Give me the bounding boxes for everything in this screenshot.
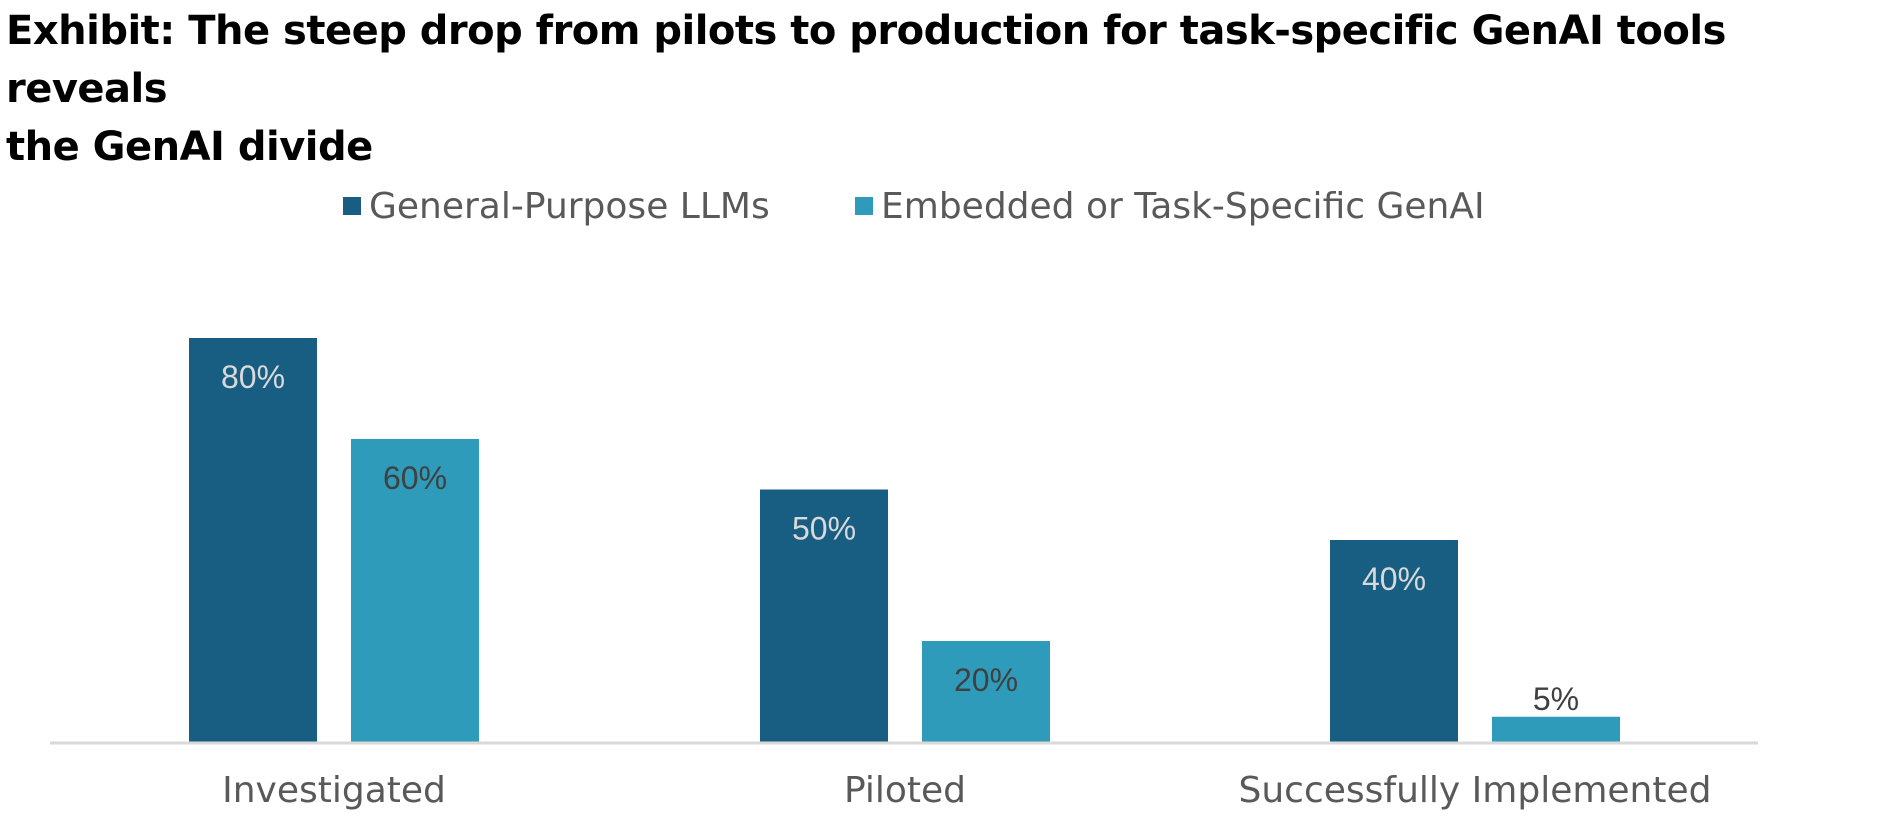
legend-item: Embedded or Task-Specific GenAI bbox=[855, 186, 1485, 227]
bar bbox=[922, 641, 1050, 742]
category-label: Successfully Implemented bbox=[1239, 770, 1712, 811]
chart-title-line-2: the GenAI divide bbox=[6, 124, 373, 170]
chart-title: Exhibit: The steep drop from pilots to p… bbox=[6, 2, 1880, 176]
x-axis-labels: Investigated Piloted Successfully Implemen… bbox=[222, 770, 1711, 811]
data-label: 40% bbox=[1362, 561, 1426, 597]
data-label: 5% bbox=[1533, 681, 1579, 717]
bar bbox=[351, 439, 479, 742]
legend: General-Purpose LLMs Embedded or Task-Spe… bbox=[343, 186, 1485, 227]
bar bbox=[189, 338, 317, 742]
data-label: 60% bbox=[383, 460, 447, 496]
data-label: 50% bbox=[792, 511, 856, 547]
bar bbox=[1330, 540, 1458, 742]
category-label: Piloted bbox=[844, 770, 966, 811]
legend-label: Embedded or Task-Specific GenAI bbox=[881, 186, 1485, 227]
legend-label: General-Purpose LLMs bbox=[369, 186, 770, 227]
chart-title-line-1: Exhibit: The steep drop from pilots to p… bbox=[6, 8, 1726, 112]
legend-swatch bbox=[343, 197, 361, 215]
bar bbox=[760, 489, 888, 742]
legend-item: General-Purpose LLMs bbox=[343, 186, 770, 227]
bars: 80% 60% 50% 20% 40% 5% bbox=[189, 338, 1620, 742]
data-label: 20% bbox=[954, 662, 1018, 698]
legend-swatch bbox=[855, 197, 873, 215]
data-label: 80% bbox=[221, 359, 285, 395]
bar bbox=[1492, 716, 1620, 742]
category-label: Investigated bbox=[222, 770, 446, 811]
